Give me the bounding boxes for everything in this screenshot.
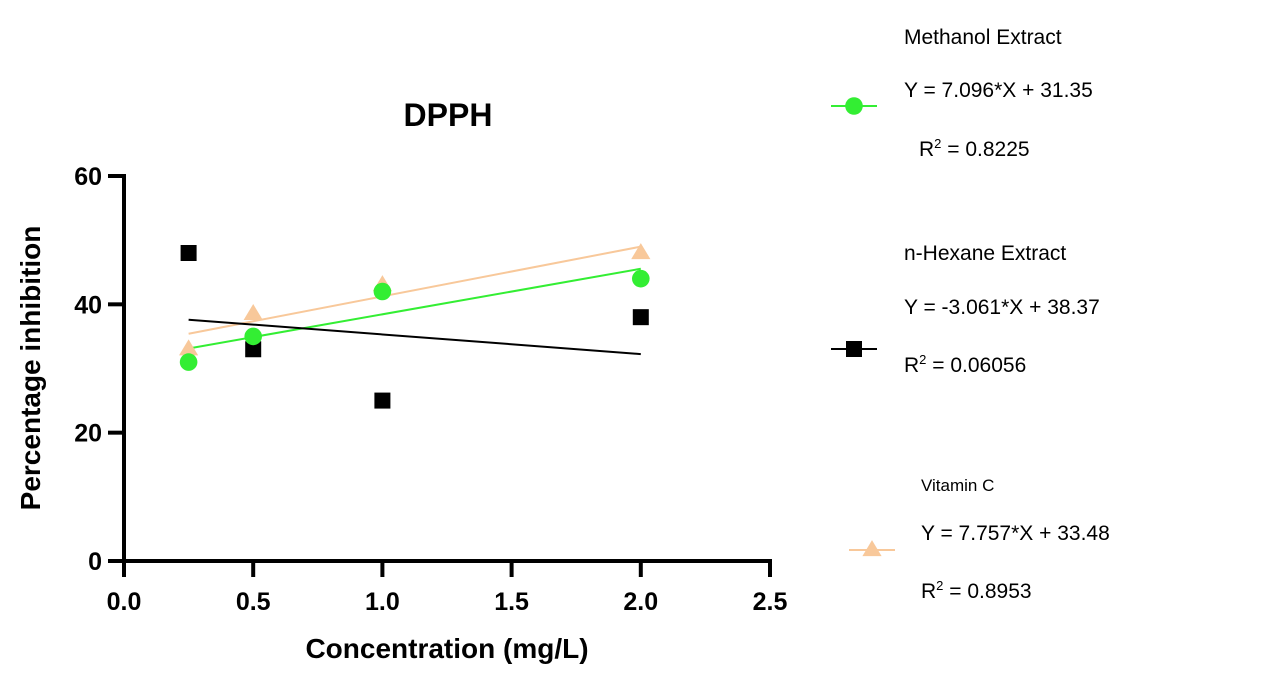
data-point-triangle — [243, 304, 263, 321]
y-tick-label: 40 — [74, 291, 102, 319]
chart-title: DPPH — [404, 97, 493, 133]
y-tick-label: 60 — [74, 163, 102, 191]
data-point-circle — [373, 282, 392, 301]
legend-marker-circle — [845, 97, 863, 115]
legend-name-hexane: n-Hexane Extract — [904, 242, 1067, 265]
data-point-triangle — [631, 243, 651, 260]
y-axis-label: Percentage inhibition — [15, 226, 46, 511]
data-point-square — [374, 392, 391, 409]
legend-equation-vitc: Y = 7.757*X + 33.48 — [921, 522, 1110, 545]
legend-r2-hexane: R2 = 0.06056 — [904, 352, 1027, 377]
data-point-square — [632, 309, 649, 326]
data-point-circle — [632, 269, 650, 288]
legend-equation-methanol: Y = 7.096*X + 31.35 — [904, 79, 1093, 102]
x-tick-label: 0.0 — [107, 588, 142, 616]
fit-line-square — [188, 318, 641, 356]
data-point-circle — [179, 353, 198, 371]
x-tick-label: 1.5 — [494, 588, 529, 616]
fit-line-triangle — [188, 245, 641, 335]
data-point-circle — [244, 327, 262, 346]
data-point-triangle — [179, 339, 199, 356]
legend-r2-vitc: R2 = 0.8953 — [921, 578, 1032, 603]
x-tick-label: 0.5 — [236, 588, 271, 616]
legend-marker-square — [846, 341, 862, 357]
legend-name-vitc: Vitamin C — [921, 476, 995, 495]
fit-line-circle — [188, 267, 641, 350]
y-tick-label: 0 — [88, 548, 102, 576]
y-tick-label: 20 — [74, 420, 102, 448]
x-tick-label: 2.0 — [623, 588, 658, 616]
x-axis-label: Concentration (mg/L) — [305, 633, 588, 664]
legend-equation-hexane: Y = -3.061*X + 38.37 — [904, 296, 1100, 319]
x-tick-label: 2.5 — [753, 588, 788, 616]
x-tick-label: 1.0 — [365, 588, 400, 616]
legend-name-methanol: Methanol Extract — [904, 26, 1062, 49]
data-point-square — [245, 341, 262, 358]
legend-r2-methanol: R2 = 0.8225 — [919, 136, 1030, 161]
legend-marker-triangle — [862, 540, 882, 557]
data-point-square — [180, 245, 197, 261]
